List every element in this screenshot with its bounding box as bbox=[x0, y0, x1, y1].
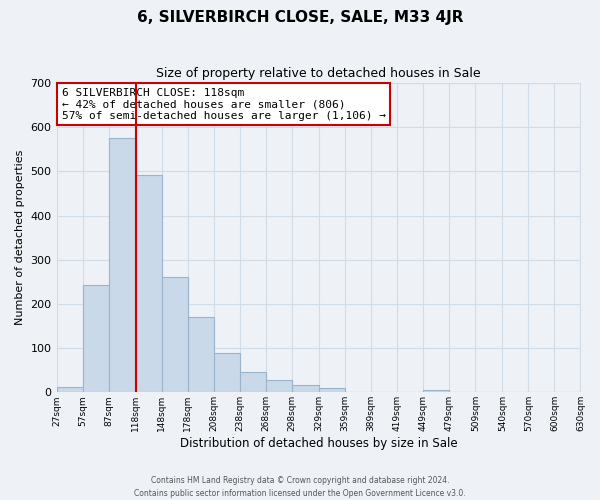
Bar bbox=[161, 278, 188, 392]
Bar bbox=[214, 354, 240, 393]
Bar bbox=[109, 138, 136, 392]
Title: Size of property relative to detached houses in Sale: Size of property relative to detached ho… bbox=[156, 68, 481, 80]
Bar bbox=[136, 175, 161, 392]
Bar bbox=[83, 284, 109, 393]
Bar bbox=[266, 380, 292, 392]
Text: Contains HM Land Registry data © Crown copyright and database right 2024.
Contai: Contains HM Land Registry data © Crown c… bbox=[134, 476, 466, 498]
Bar bbox=[292, 385, 319, 392]
Bar bbox=[188, 317, 214, 392]
Y-axis label: Number of detached properties: Number of detached properties bbox=[15, 150, 25, 326]
Bar bbox=[240, 372, 266, 392]
Bar bbox=[319, 388, 345, 392]
X-axis label: Distribution of detached houses by size in Sale: Distribution of detached houses by size … bbox=[180, 437, 457, 450]
Bar bbox=[423, 390, 449, 392]
Bar bbox=[56, 387, 83, 392]
Text: 6 SILVERBIRCH CLOSE: 118sqm
← 42% of detached houses are smaller (806)
57% of se: 6 SILVERBIRCH CLOSE: 118sqm ← 42% of det… bbox=[62, 88, 386, 121]
Text: 6, SILVERBIRCH CLOSE, SALE, M33 4JR: 6, SILVERBIRCH CLOSE, SALE, M33 4JR bbox=[137, 10, 463, 25]
